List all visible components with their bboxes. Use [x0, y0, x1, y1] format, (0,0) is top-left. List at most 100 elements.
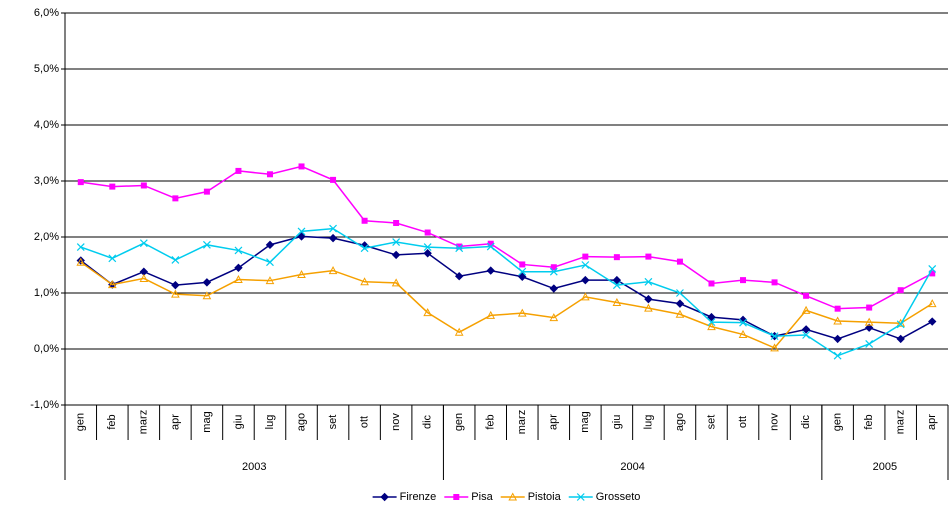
marker [644, 294, 653, 304]
marker [76, 243, 85, 252]
marker [549, 313, 559, 322]
marker [519, 261, 526, 268]
x-tick-label: dic [800, 414, 812, 429]
marker [266, 258, 274, 267]
marker [235, 167, 242, 174]
x-tick-label: feb [485, 414, 497, 429]
y-tick-label: 4,0% [34, 119, 59, 131]
marker [360, 244, 369, 253]
marker [550, 264, 557, 271]
marker [928, 264, 937, 273]
marker [107, 280, 117, 289]
marker [393, 220, 400, 226]
y-tick-label: 5,0% [34, 63, 59, 75]
marker [864, 323, 874, 332]
marker [140, 182, 147, 189]
x-tick-label: marz [516, 410, 528, 434]
group-label: 2003 [242, 461, 266, 473]
x-tick-label: mag [201, 411, 213, 432]
series-line [80, 227, 933, 357]
marker [738, 329, 748, 338]
marker [896, 320, 905, 329]
marker [865, 340, 874, 348]
x-tick-label: marz [895, 410, 907, 434]
marker [929, 270, 936, 277]
marker [644, 303, 653, 312]
x-tick-label: nov [390, 413, 402, 431]
marker [265, 240, 275, 250]
marker [328, 233, 338, 243]
marker [707, 318, 716, 327]
marker [708, 280, 715, 287]
marker [234, 246, 243, 255]
marker [771, 279, 778, 286]
y-tick-label: 1,0% [34, 287, 59, 299]
series-line [80, 235, 933, 340]
marker [927, 299, 937, 308]
marker [802, 331, 811, 339]
marker [486, 310, 496, 319]
marker [866, 304, 873, 311]
marker [423, 249, 432, 258]
marker [298, 163, 305, 170]
marker [360, 277, 369, 286]
x-tick-label: ott [737, 416, 749, 428]
marker [896, 334, 905, 344]
series-line [80, 165, 933, 310]
legend-label: Grosseto [596, 491, 641, 503]
marker [77, 179, 84, 186]
marker [297, 227, 306, 236]
x-tick-label: marz [138, 410, 150, 434]
marker [833, 351, 842, 360]
marker [549, 267, 558, 276]
marker [487, 240, 494, 247]
group-label: 2005 [873, 461, 897, 473]
legend: Firenze Pisa Pistoia Grosseto [372, 491, 641, 503]
marker [380, 492, 389, 502]
marker [833, 316, 842, 325]
marker [171, 256, 180, 264]
x-tick-label: mag [579, 411, 591, 432]
marker [508, 492, 518, 501]
marker [801, 305, 811, 314]
x-tick-label: set [327, 415, 339, 430]
marker [202, 291, 212, 300]
marker [297, 269, 306, 279]
marker [330, 176, 337, 183]
marker [613, 254, 620, 261]
marker [517, 308, 527, 317]
marker [265, 276, 275, 285]
marker [361, 217, 368, 224]
x-tick-label: dic [422, 414, 434, 429]
marker [801, 325, 811, 334]
x-tick-label: lug [264, 415, 276, 430]
x-tick-label: ago [674, 413, 686, 431]
marker [391, 250, 401, 260]
marker [676, 258, 683, 265]
marker [676, 289, 684, 297]
marker [423, 243, 432, 252]
x-tick-label: ott [358, 416, 370, 428]
marker [675, 309, 685, 318]
legend-label: Pistoia [528, 491, 562, 503]
x-tick-label: gen [832, 413, 844, 431]
marker [234, 263, 243, 273]
marker [454, 327, 464, 336]
x-tick-label: giu [232, 415, 244, 430]
marker [202, 278, 212, 287]
marker [518, 272, 527, 281]
marker [612, 281, 621, 290]
marker [739, 318, 747, 327]
marker [453, 494, 460, 500]
marker [234, 275, 243, 284]
marker [581, 261, 590, 269]
marker [424, 229, 431, 236]
marker [770, 343, 779, 352]
x-tick-label: gen [453, 413, 465, 431]
x-tick-label: lug [642, 415, 654, 430]
marker [139, 239, 148, 248]
marker [645, 253, 652, 260]
marker [76, 257, 86, 266]
y-tick-label: 2,0% [34, 231, 59, 243]
marker [707, 322, 716, 331]
